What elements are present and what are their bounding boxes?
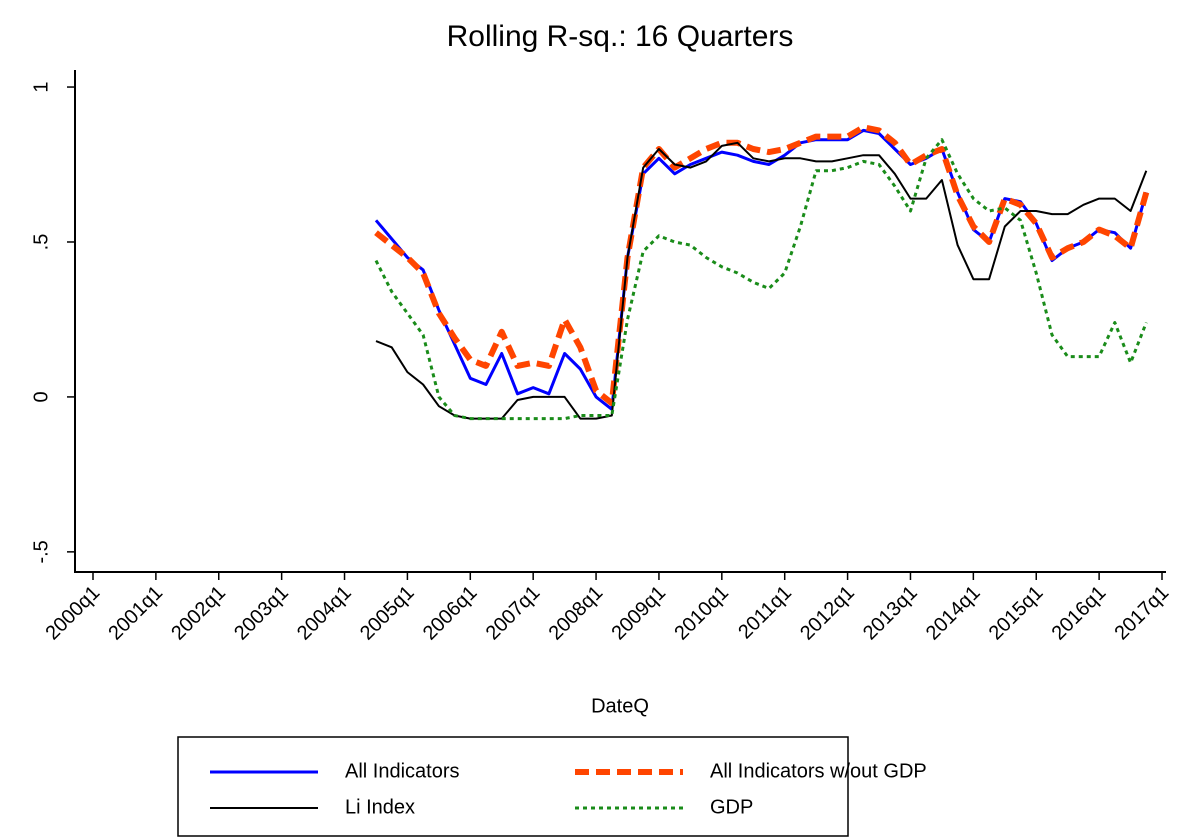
legend-label: All Indicators [345, 760, 460, 782]
x-tick-label: 2011q1 [734, 582, 796, 644]
x-tick-label: 2015q1 [985, 582, 1048, 645]
x-tick-label: 2014q1 [922, 582, 985, 645]
x-tick-label: 2001q1 [104, 582, 167, 645]
series-line [374, 128, 1148, 411]
series-line [375, 141, 1148, 420]
y-tick-label: 0 [30, 391, 52, 402]
x-tick-label: 2006q1 [419, 582, 482, 645]
y-tick-label: .5 [30, 234, 52, 251]
x-tick-label: 2017q1 [1111, 582, 1174, 645]
series-line [374, 138, 1148, 421]
x-tick-label: 2016q1 [1048, 582, 1111, 645]
x-tick-label: 2009q1 [607, 582, 670, 645]
x-tick-label: 2012q1 [796, 582, 859, 645]
legend-box [177, 736, 849, 837]
x-axis-label: DateQ [591, 695, 649, 717]
x-tick-label: 2002q1 [167, 582, 230, 645]
x-tick-label: 2004q1 [293, 582, 356, 645]
x-tick-label: 2005q1 [356, 582, 419, 645]
legend-label: GDP [710, 796, 753, 818]
legend-label: Li Index [345, 796, 415, 818]
series-line [374, 124, 1150, 407]
x-tick-label: 2007q1 [482, 582, 545, 645]
x-tick-label: 2013q1 [859, 582, 922, 645]
y-tick-label: 1 [30, 81, 52, 92]
x-tick-label: 2010q1 [670, 582, 733, 645]
x-tick-label: 2000q1 [42, 582, 105, 645]
legend-label: All Indicators w/out GDP [710, 760, 927, 782]
x-tick-label: 2003q1 [230, 582, 293, 645]
x-tick-label: 2008q1 [545, 582, 608, 645]
chart-title: Rolling R-sq.: 16 Quarters [447, 20, 794, 53]
y-tick-label: -.5 [30, 540, 52, 563]
